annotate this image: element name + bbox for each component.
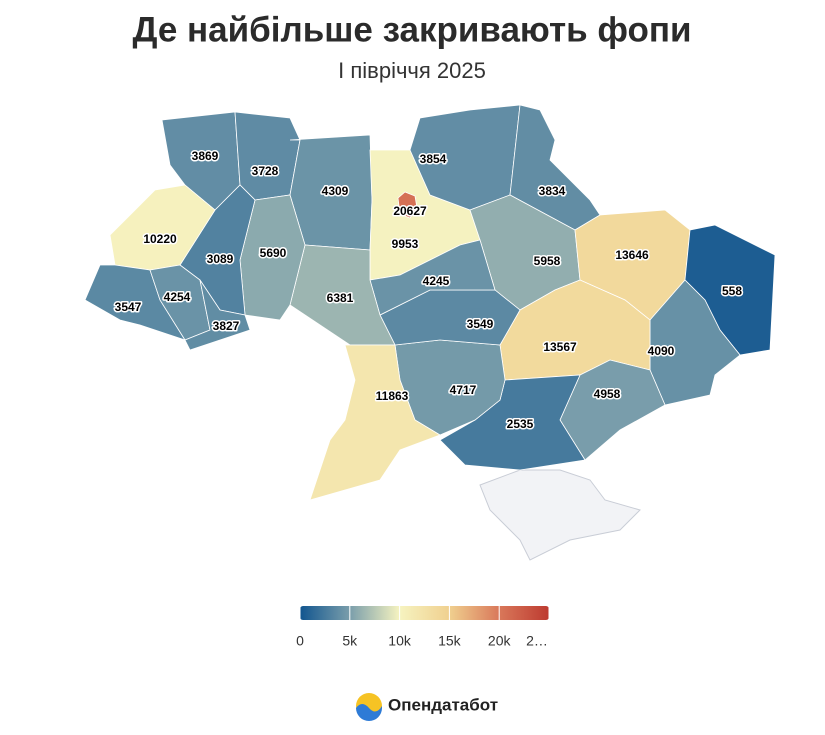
- region-value-label: 9953: [392, 237, 419, 251]
- colorbar-tick-label: 15k: [438, 633, 462, 649]
- brand-name: Опендатабот: [388, 695, 498, 714]
- region-value-label: 2535: [507, 417, 534, 431]
- region: [397, 191, 418, 219]
- region-value-label: 3869: [192, 149, 219, 163]
- chart-title: Де найбільше закривають фопи: [132, 10, 691, 49]
- region: [184, 279, 251, 351]
- colorbar-tick-label: 5k: [342, 633, 358, 649]
- region-value-label: 3547: [115, 300, 142, 314]
- region-value-label: 6381: [327, 291, 354, 305]
- colorbar: [300, 606, 549, 620]
- region-value-label: 4254: [164, 290, 191, 304]
- region-value-label: 3854: [420, 152, 447, 166]
- region-value-label: 4090: [648, 344, 675, 358]
- chart-subtitle: I півріччя 2025: [338, 58, 486, 83]
- colorbar-tick-label: 0: [296, 633, 304, 649]
- region-value-label: 10220: [143, 232, 177, 246]
- brand-logo: Опендатабот: [356, 693, 498, 721]
- region-value-label: 11863: [376, 389, 409, 403]
- color-legend: 0 5k 10k 15k 20k 2…: [296, 606, 550, 649]
- colorbar-tick-label: 2…: [526, 633, 548, 649]
- no-data-region: [479, 469, 641, 561]
- region-value-label: 5958: [534, 254, 561, 268]
- region-value-label: 3728: [252, 164, 279, 178]
- region-value-label: 4309: [322, 184, 349, 198]
- region-value-label: 20627: [393, 204, 427, 218]
- map: 3869 3728 4309 9953 3854 3834 5958 13646 558 4090…: [84, 104, 776, 561]
- colorbar-tick-label: 20k: [488, 633, 512, 649]
- region-value-label: 13646: [615, 248, 649, 262]
- region: [309, 344, 441, 501]
- region: [369, 239, 496, 316]
- region-value-label: 4245: [423, 274, 450, 288]
- region-value-label: 4717: [450, 383, 477, 397]
- colorbar-tick-label: 10k: [388, 633, 412, 649]
- region-value-label: 3549: [467, 317, 494, 331]
- region-value-label: 3089: [207, 252, 234, 266]
- region-value-label: 558: [722, 284, 742, 298]
- region-value-label: 3834: [539, 184, 566, 198]
- region-value-label: 4958: [594, 387, 621, 401]
- region: [509, 104, 601, 231]
- region: [234, 111, 301, 201]
- logo-wave: [356, 704, 382, 721]
- region-value-label: 13567: [543, 340, 577, 354]
- region-value-label: 3827: [213, 319, 240, 333]
- region-value-label: 5690: [260, 246, 287, 260]
